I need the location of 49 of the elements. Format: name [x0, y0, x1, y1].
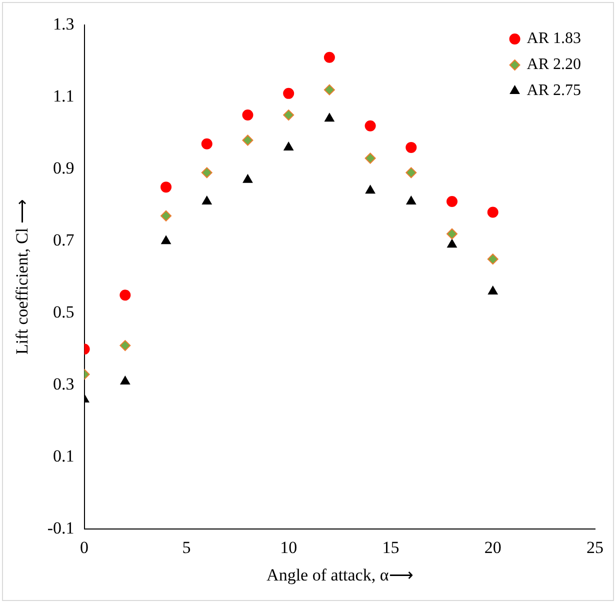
point [202, 196, 212, 204]
point [242, 134, 254, 146]
legend-label: AR 2.20 [526, 56, 582, 74]
point [284, 142, 294, 150]
point [324, 52, 335, 63]
point [406, 142, 417, 153]
point [487, 254, 498, 265]
point [201, 167, 212, 178]
x-tick-label: 20 [484, 538, 502, 557]
y-axis-title: Lift coefficient, Cl ⟶ [12, 200, 32, 355]
y-tick-label: -0.1 [47, 518, 74, 538]
x-tick-label: 25 [586, 538, 604, 557]
point [488, 286, 498, 295]
y-tick-label: 0.9 [53, 158, 74, 178]
y-tick-label: 1.1 [53, 86, 74, 106]
x-tick-label: 0 [80, 538, 89, 557]
point [160, 210, 172, 222]
x-tick-label: 15 [382, 538, 400, 557]
point [120, 290, 131, 301]
y-tick-label: 1.3 [53, 14, 74, 34]
point [446, 228, 458, 240]
x-tick-label: 5 [182, 538, 191, 557]
point [201, 138, 212, 150]
point [120, 340, 131, 352]
point [242, 110, 254, 121]
point [283, 88, 294, 99]
y-tick-label: 0.5 [53, 302, 74, 322]
point [364, 120, 376, 132]
point [161, 236, 171, 244]
point [406, 196, 416, 204]
point [242, 174, 253, 183]
x-tick-label: 10 [280, 538, 298, 557]
y-tick-label: 0.3 [53, 374, 74, 394]
point [406, 167, 417, 178]
point [446, 196, 458, 207]
point [324, 84, 335, 96]
point [324, 113, 334, 122]
point [160, 182, 172, 193]
point [283, 110, 294, 121]
legend-label: AR 1.83 [526, 30, 582, 48]
y-tick-label: 0.1 [53, 446, 74, 466]
point [364, 152, 376, 164]
x-axis-title: Angle of attack, α⟶ [266, 565, 413, 584]
point [447, 239, 457, 248]
legend-label: AR 2.75 [526, 82, 582, 100]
point [120, 376, 130, 385]
point [487, 206, 498, 218]
y-tick-label: 0.7 [53, 230, 75, 250]
point [365, 185, 376, 194]
